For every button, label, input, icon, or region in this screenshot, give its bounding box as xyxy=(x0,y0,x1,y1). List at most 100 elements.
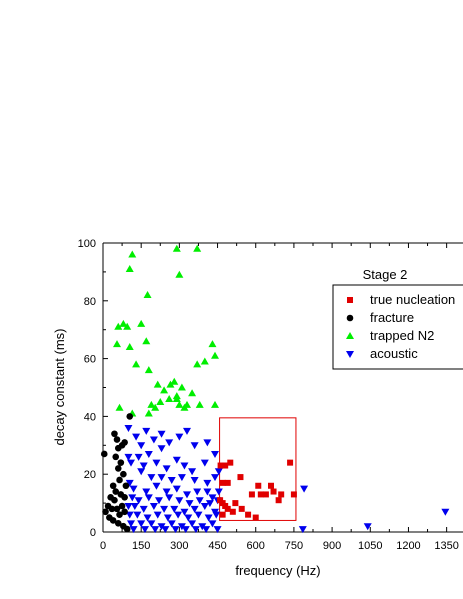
data-point-triangle-down xyxy=(143,514,152,522)
data-point-triangle-up xyxy=(128,250,137,258)
data-point-triangle-down xyxy=(152,482,161,490)
data-point-triangle-down xyxy=(157,474,166,482)
data-point-triangle-down xyxy=(183,427,191,435)
data-point-triangle-down xyxy=(137,468,146,476)
data-point-triangle-up xyxy=(119,319,128,327)
data-point-triangle-down xyxy=(208,520,217,528)
data-point-circle xyxy=(114,465,122,472)
data-point-triangle-down xyxy=(127,459,135,467)
data-point-square xyxy=(232,500,239,507)
data-point-triangle-down xyxy=(152,459,161,467)
x-tick-label: 150 xyxy=(132,540,150,552)
data-point-triangle-down xyxy=(163,514,172,522)
data-point-triangle-down xyxy=(124,453,133,461)
data-point-square xyxy=(262,491,269,498)
data-point-triangle-down xyxy=(144,494,153,502)
data-point-circle xyxy=(112,453,120,461)
data-point-triangle-down xyxy=(130,502,139,510)
data-point-square xyxy=(219,479,226,486)
x-tick-label: 1200 xyxy=(396,540,420,552)
data-point-circle xyxy=(118,502,126,510)
data-point-triangle-up xyxy=(144,366,153,374)
data-point-triangle-up xyxy=(114,322,123,330)
data-point-triangle-down xyxy=(300,485,309,493)
data-point-triangle-down xyxy=(213,526,222,534)
data-point-triangle-down xyxy=(157,445,166,453)
data-point-square xyxy=(224,479,231,486)
data-point-triangle-down xyxy=(188,468,197,476)
data-point-circle xyxy=(108,505,116,513)
data-point-triangle-up xyxy=(208,340,217,348)
data-point-circle xyxy=(113,436,121,443)
data-point-circle xyxy=(102,508,109,516)
data-point-triangle-down xyxy=(193,488,202,496)
data-point-triangle-down xyxy=(363,523,372,531)
data-point-triangle-down xyxy=(151,526,160,534)
data-point-triangle-down xyxy=(129,526,138,534)
data-point-triangle-down xyxy=(170,505,179,513)
y-tick-label: 20 xyxy=(84,469,96,481)
data-point-triangle-down xyxy=(157,523,166,531)
data-point-triangle-down xyxy=(141,526,149,534)
data-point-square xyxy=(217,462,224,469)
data-point-square xyxy=(252,514,259,521)
legend-marker-circle xyxy=(346,314,354,322)
legend-marker-triangle-down xyxy=(346,351,354,358)
data-point-square xyxy=(275,497,282,504)
legend-label: trapped N2 xyxy=(370,328,434,343)
x-tick-label: 600 xyxy=(247,540,265,552)
data-point-triangle-down xyxy=(204,514,213,522)
data-point-circle xyxy=(109,482,117,490)
data-point-triangle-down xyxy=(132,433,141,441)
data-point-triangle-up xyxy=(153,380,162,388)
legend-label: acoustic xyxy=(370,346,418,361)
data-point-square xyxy=(217,497,224,504)
data-point-square xyxy=(270,488,277,495)
data-point-triangle-up xyxy=(165,395,174,403)
data-point-triangle-up xyxy=(172,395,181,403)
data-point-triangle-up xyxy=(193,244,202,252)
data-point-triangle-down xyxy=(137,442,146,450)
data-point-square xyxy=(229,508,236,515)
data-point-triangle-up xyxy=(195,400,204,408)
data-point-circle xyxy=(126,413,134,420)
data-point-triangle-up xyxy=(188,389,197,397)
data-point-triangle-up xyxy=(142,337,151,345)
data-point-triangle-up xyxy=(166,380,175,388)
data-point-triangle-down xyxy=(172,485,181,493)
data-point-square xyxy=(238,505,245,512)
data-point-triangle-down xyxy=(139,462,148,470)
data-point-triangle-up xyxy=(180,403,189,411)
data-point-circle xyxy=(122,482,130,490)
data-point-triangle-down xyxy=(147,520,156,528)
data-point-triangle-down xyxy=(174,511,183,519)
data-point-square xyxy=(227,459,234,466)
data-point-triangle-up xyxy=(177,383,186,391)
x-tick-label: 1350 xyxy=(434,540,458,552)
data-point-triangle-down xyxy=(200,459,209,467)
x-tick-label: 900 xyxy=(323,540,341,552)
data-point-triangle-down xyxy=(139,505,148,513)
data-point-triangle-up xyxy=(125,265,134,273)
data-point-triangle-down xyxy=(214,488,223,496)
data-point-triangle-down xyxy=(200,502,209,510)
data-point-triangle-down xyxy=(133,511,142,519)
data-point-circle xyxy=(113,505,121,513)
data-point-square xyxy=(248,491,255,498)
data-point-triangle-down xyxy=(160,505,169,513)
data-point-triangle-down xyxy=(161,526,170,534)
data-point-circle xyxy=(109,517,117,524)
data-point-circle xyxy=(111,496,118,504)
legend-label: fracture xyxy=(370,310,414,325)
data-point-triangle-down xyxy=(125,479,134,487)
y-tick-label: 60 xyxy=(84,354,96,366)
data-point-circle xyxy=(116,476,123,484)
x-tick-group: 0 150 300 450 600 750 900 1050 1200 1350 xyxy=(100,243,459,552)
data-point-triangle-down xyxy=(202,526,211,534)
legend-label: true nucleation xyxy=(370,292,455,307)
data-point-triangle-up xyxy=(147,400,156,408)
data-point-triangle-up xyxy=(175,400,184,408)
data-point-triangle-down xyxy=(190,505,199,513)
data-point-triangle-down xyxy=(153,511,162,519)
